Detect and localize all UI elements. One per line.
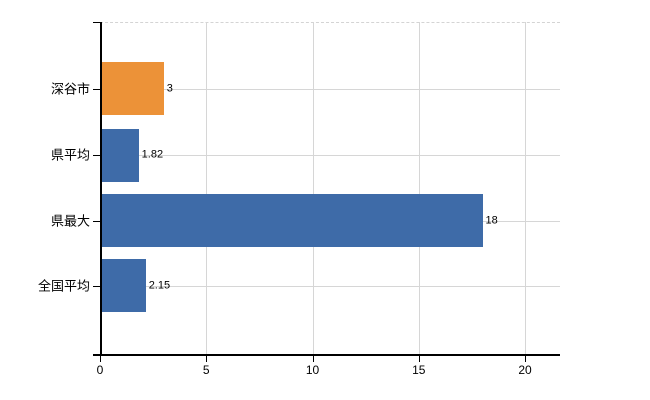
x-axis-tick [206,356,208,362]
x-axis-tick [312,356,314,362]
y-axis-tick [93,155,100,156]
gridline-vertical [206,22,208,354]
plot-area: 3 1.82 18 2.15 [100,22,560,354]
gridline-horizontal [100,88,560,90]
value-label: 2.15 [148,279,171,291]
gridline-horizontal [100,155,560,156]
value-label: 18 [485,214,498,226]
category-label: 深谷市 [50,81,90,96]
value-label: 1.82 [141,148,164,161]
x-tick-label: 15 [412,363,426,377]
y-axis-tick [93,285,100,287]
x-tick-label: 5 [202,363,210,377]
y-axis-line [100,22,102,354]
category-label: 県最大 [50,213,90,228]
bar [100,194,483,247]
x-axis-line [93,354,560,356]
gridline-vertical [418,22,420,354]
gridline-vertical [312,22,314,354]
plot-top-border [100,22,560,23]
y-axis-tick [93,354,100,355]
value-label: 3 [166,82,173,94]
x-tick-label: 0 [96,363,104,377]
bar [100,62,164,115]
y-axis-tick [93,88,100,90]
gridline-vertical [525,22,526,354]
category-label: 全国平均 [37,278,90,293]
x-tick-label: 20 [518,363,532,377]
x-axis-tick [418,356,420,362]
category-label: 県平均 [50,147,90,163]
y-axis-tick [93,220,100,222]
x-tick-label: 10 [305,363,320,377]
x-axis-tick [525,356,526,362]
bar [100,128,139,182]
bar [100,259,146,312]
gridline-horizontal [100,285,560,287]
x-axis-tick [100,356,101,362]
y-axis-tick [93,22,100,23]
